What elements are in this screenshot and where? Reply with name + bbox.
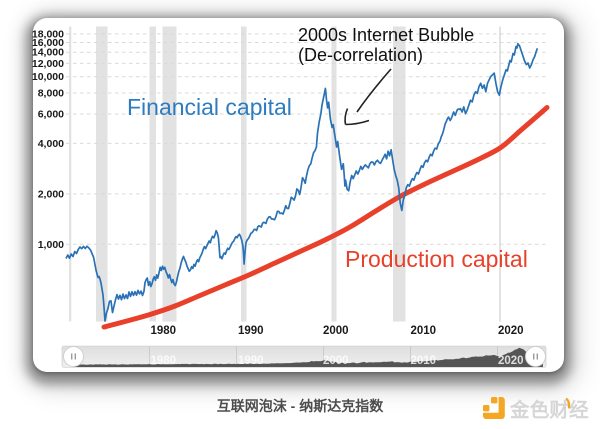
svg-text:14,000: 14,000 [32,47,64,59]
svg-text:4,000: 4,000 [38,138,64,150]
svg-text:2000s Internet Bubble: 2000s Internet Bubble [298,25,474,45]
svg-text:1,000: 1,000 [38,239,64,251]
svg-text:10,000: 10,000 [32,71,64,83]
svg-text:6,000: 6,000 [38,109,64,121]
svg-text:(De-correlation): (De-correlation) [298,45,423,65]
svg-text:12,000: 12,000 [32,58,64,70]
svg-text:18,000: 18,000 [32,28,64,40]
svg-text:2010: 2010 [411,355,437,367]
svg-text:2000: 2000 [323,355,349,367]
svg-text:1980: 1980 [151,325,177,337]
svg-text:2010: 2010 [411,325,437,337]
svg-text:1980: 1980 [151,355,177,367]
svg-text:1990: 1990 [238,355,264,367]
svg-text:2,000: 2,000 [38,188,64,200]
svg-text:2020: 2020 [498,355,524,367]
svg-text:Financial capital: Financial capital [127,94,292,120]
svg-text:2020: 2020 [498,325,524,337]
svg-text:8,000: 8,000 [38,88,64,100]
svg-text:16,000: 16,000 [32,37,64,49]
svg-text:Production capital: Production capital [345,246,528,272]
svg-text:2000: 2000 [323,325,349,337]
svg-text:1990: 1990 [238,325,264,337]
svg-text:金色财经: 金色财经 [509,399,589,422]
